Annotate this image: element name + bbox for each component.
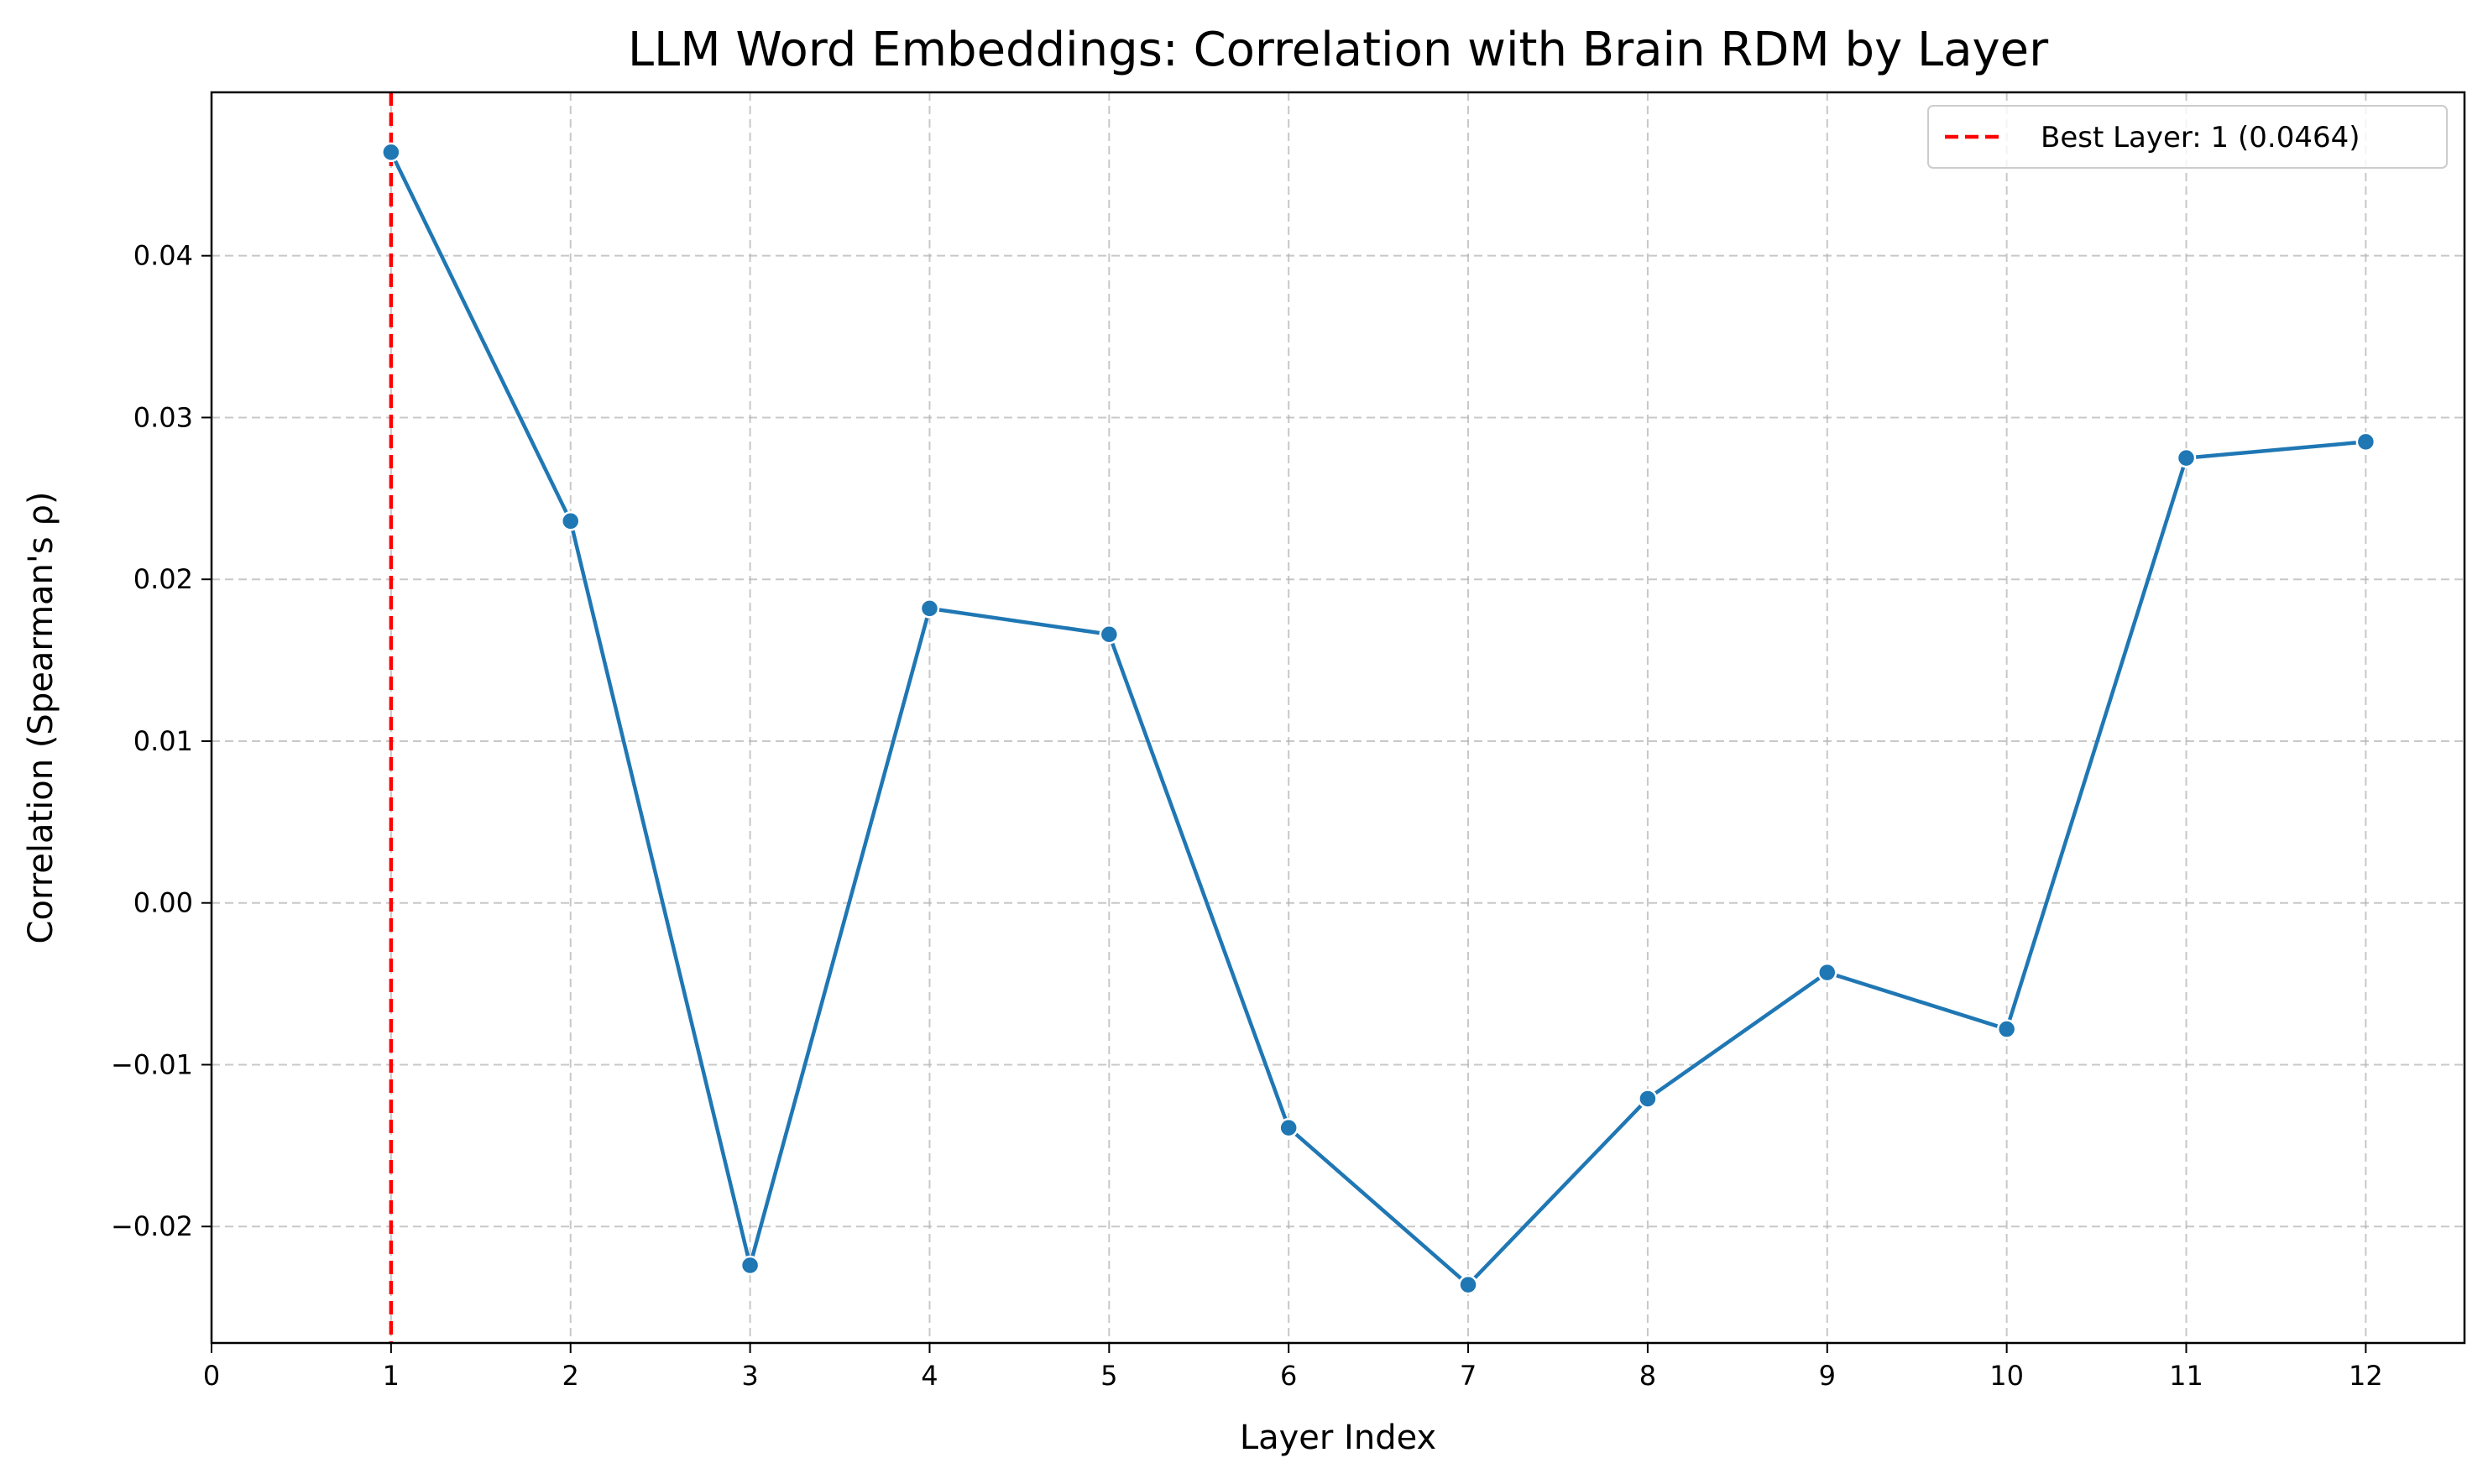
x-tick-label: 5 bbox=[1100, 1360, 1117, 1392]
y-tick-label: 0.01 bbox=[133, 725, 193, 757]
legend-entry-label: Best Layer: 1 (0.0464) bbox=[2041, 121, 2360, 154]
x-tick-label: 11 bbox=[2169, 1360, 2203, 1392]
x-axis-label: Layer Index bbox=[1240, 1419, 1436, 1457]
data-point bbox=[1278, 1117, 1299, 1138]
data-point bbox=[740, 1255, 761, 1276]
x-tick-label: 10 bbox=[1989, 1360, 2024, 1392]
y-tick-label: −0.01 bbox=[111, 1048, 193, 1080]
data-point bbox=[1996, 1019, 2017, 1039]
y-tick-label: −0.02 bbox=[111, 1210, 193, 1242]
y-axis-label: Correlation (Spearman's ρ) bbox=[22, 492, 60, 944]
x-tick-label: 3 bbox=[741, 1360, 758, 1392]
data-point bbox=[1638, 1089, 1658, 1109]
x-tick-label: 12 bbox=[2349, 1360, 2383, 1392]
y-tick-label: 0.04 bbox=[133, 240, 193, 272]
legend: Best Layer: 1 (0.0464) bbox=[1927, 105, 2448, 169]
x-tick-label: 2 bbox=[562, 1360, 579, 1392]
x-axis: 0 1 2 3 4 5 6 7 8 9 10 11 12 bbox=[203, 1343, 2383, 1392]
chart-title: LLM Word Embeddings: Correlation with Br… bbox=[628, 23, 2049, 77]
y-tick-label: 0.03 bbox=[133, 401, 193, 433]
data-point bbox=[1817, 962, 1837, 983]
data-point bbox=[381, 142, 401, 163]
x-tick-label: 9 bbox=[1819, 1360, 1836, 1392]
data-point bbox=[560, 511, 581, 531]
y-tick-label: 0.02 bbox=[133, 563, 193, 595]
series-line bbox=[389, 151, 2366, 1287]
x-tick-label: 4 bbox=[921, 1360, 938, 1392]
x-tick-label: 6 bbox=[1280, 1360, 1297, 1392]
series-group bbox=[381, 142, 2376, 1295]
legend-box bbox=[1927, 105, 2448, 169]
data-point bbox=[1458, 1274, 1478, 1295]
x-tick-label: 0 bbox=[203, 1360, 220, 1392]
data-point bbox=[2176, 447, 2197, 468]
plot-frame bbox=[210, 91, 2466, 1345]
data-point bbox=[2355, 431, 2376, 452]
x-tick-label: 8 bbox=[1639, 1360, 1656, 1392]
x-tick-label: 7 bbox=[1460, 1360, 1477, 1392]
y-tick-label: 0.00 bbox=[133, 887, 193, 919]
grid bbox=[211, 92, 2464, 1343]
x-tick-label: 1 bbox=[383, 1360, 400, 1392]
data-point bbox=[1099, 624, 1120, 645]
data-point bbox=[919, 598, 940, 619]
y-axis: −0.02 −0.01 0.00 0.01 0.02 0.03 0.04 bbox=[111, 240, 212, 1242]
